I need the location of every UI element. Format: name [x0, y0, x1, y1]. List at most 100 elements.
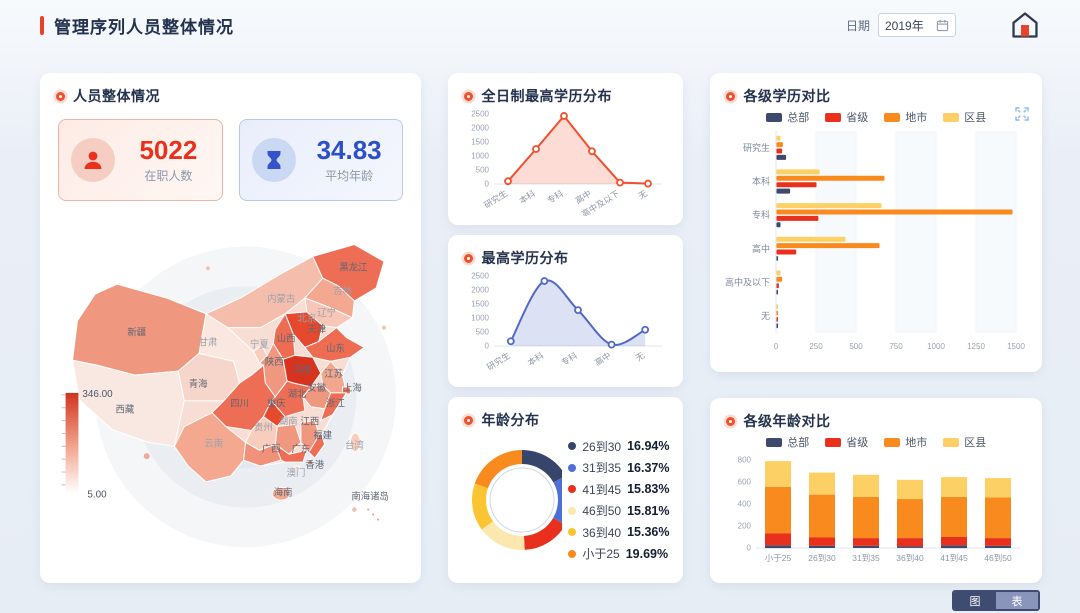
legend-item-总部[interactable]: 总部 — [766, 109, 809, 125]
legend-item-省级[interactable]: 省级 — [825, 434, 868, 450]
svg-text:江苏: 江苏 — [324, 368, 343, 379]
svg-text:46到50: 46到50 — [985, 553, 1013, 563]
legend-item-地市[interactable]: 地市 — [884, 109, 927, 125]
age-by-level-legend: 总部 省级 地市 区县 — [724, 434, 1028, 450]
legend-item-地市[interactable]: 地市 — [884, 434, 927, 450]
panel-education-by-level: 各级学历对比 总部 省级 地市 区县 0 250 500 750 1000 1250 1500 研究… — [710, 73, 1042, 372]
svg-text:安徽: 安徽 — [307, 382, 326, 393]
person-icon — [71, 138, 115, 182]
headcount-value: 5022 — [139, 134, 198, 165]
svg-text:陕西: 陕西 — [265, 356, 284, 367]
section-ring-icon — [464, 91, 474, 101]
title-accent-bar — [40, 15, 44, 35]
map-legend-min: 5.00 — [87, 490, 107, 501]
svg-text:2500: 2500 — [472, 272, 490, 281]
svg-text:1500: 1500 — [1008, 342, 1026, 351]
panel-fulltime-education-title: 全日制最高学历分布 — [481, 88, 612, 104]
age-distribution-legend: 26到30 16.94% 31到35 16.37% 41到45 15.83% 46到50 15… — [568, 438, 669, 563]
date-label: 日期 — [845, 18, 870, 33]
panel-age-by-level-title: 各级年龄对比 — [743, 413, 831, 429]
dashboard-grid: 人员整体情况 5022 在职人数 — [0, 50, 1080, 583]
stat-card-headcount: 5022 在职人数 — [58, 119, 223, 201]
panel-highest-education-title: 最高学历分布 — [481, 250, 569, 266]
svg-text:贵州: 贵州 — [254, 421, 273, 432]
legend-item-总部[interactable]: 总部 — [766, 434, 809, 450]
expand-icon[interactable] — [1015, 107, 1029, 121]
hourglass-icon — [251, 138, 296, 182]
avg-age-label: 平均年龄 — [325, 169, 374, 184]
home-icon — [1012, 12, 1038, 38]
table-view-button[interactable]: 表 — [996, 592, 1038, 609]
svg-text:宁夏: 宁夏 — [250, 338, 269, 349]
legend-item-26到30[interactable]: 26到30 16.94% — [568, 438, 669, 455]
legend-item-36到40[interactable]: 36到40 15.36% — [568, 524, 669, 541]
legend-item-小于25[interactable]: 小于25 19.69% — [568, 545, 669, 562]
svg-text:500: 500 — [850, 342, 864, 351]
svg-text:1250: 1250 — [968, 342, 986, 351]
panel-age-distribution-title: 年龄分布 — [481, 412, 540, 428]
svg-text:26到30: 26到30 — [809, 553, 837, 563]
app-header: 管理序列人员整体情况 日期 2019年 — [0, 0, 1080, 50]
svg-text:36到40: 36到40 — [897, 553, 925, 563]
section-ring-icon — [56, 91, 65, 101]
svg-text:北京: 北京 — [297, 313, 316, 324]
china-map[interactable]: 346.00 5.00 新疆 甘肃 青海 西藏 内蒙古 黑龙江 吉林 辽宁 北京 天津 山西 宁夏 陕西… — [54, 207, 407, 563]
education-by-level-legend: 总部 省级 地市 区县 — [724, 109, 1028, 125]
headcount-label: 在职人数 — [144, 169, 193, 184]
svg-text:200: 200 — [738, 522, 752, 531]
svg-text:研究生: 研究生 — [483, 188, 510, 210]
svg-text:高中: 高中 — [574, 188, 594, 205]
svg-text:本科: 本科 — [526, 350, 546, 368]
svg-text:香港: 香港 — [305, 459, 324, 470]
page-title: 管理序列人员整体情况 — [54, 17, 234, 37]
panel-overview-title: 人员整体情况 — [73, 88, 160, 104]
section-ring-icon — [464, 253, 474, 263]
svg-text:500: 500 — [476, 328, 490, 337]
panel-age-by-level: 各级年龄对比 总部 省级 地市 区县 0 200 400 600 800 小于25 26到30 31… — [710, 398, 1042, 583]
legend-item-区县[interactable]: 区县 — [943, 434, 986, 450]
svg-text:0: 0 — [774, 342, 779, 351]
svg-text:黑龙江: 黑龙江 — [339, 261, 367, 272]
svg-text:41到45: 41到45 — [941, 553, 969, 563]
date-value: 2019年 — [885, 18, 924, 33]
svg-text:澳门: 澳门 — [287, 467, 306, 478]
section-ring-icon — [726, 91, 736, 101]
chart-view-button[interactable]: 图 — [954, 592, 996, 609]
legend-item-41到45[interactable]: 41到45 15.83% — [568, 481, 669, 498]
svg-text:无: 无 — [637, 188, 650, 201]
svg-text:甘肃: 甘肃 — [199, 336, 218, 347]
legend-item-区县[interactable]: 区县 — [943, 109, 986, 125]
svg-text:1000: 1000 — [928, 342, 946, 351]
svg-text:吉林: 吉林 — [333, 285, 352, 296]
age-distribution-donut-chart[interactable] — [462, 434, 563, 566]
svg-text:西藏: 西藏 — [116, 404, 135, 415]
legend-item-省级[interactable]: 省级 — [825, 109, 868, 125]
legend-item-31到35[interactable]: 31到35 16.37% — [568, 459, 669, 476]
section-ring-icon — [464, 415, 474, 425]
calendar-icon[interactable] — [936, 19, 949, 32]
svg-text:0: 0 — [747, 544, 752, 553]
legend-item-46到50[interactable]: 46到50 15.81% — [568, 502, 669, 519]
panel-education-by-level-title: 各级学历对比 — [743, 88, 831, 104]
svg-text:浙江: 浙江 — [326, 398, 345, 409]
svg-text:天津: 天津 — [307, 324, 326, 335]
svg-text:湖南: 湖南 — [279, 416, 298, 427]
svg-text:1000: 1000 — [472, 152, 490, 161]
svg-text:江西: 江西 — [300, 416, 319, 427]
date-input[interactable]: 2019年 — [878, 13, 956, 37]
highest-education-line-chart[interactable]: 0 500 1000 1500 2000 2500 研究生 本科 专科 高中 无 — [462, 268, 668, 378]
svg-text:2000: 2000 — [472, 124, 490, 133]
avg-age-value: 34.83 — [316, 134, 382, 165]
svg-text:高中: 高中 — [752, 243, 770, 254]
svg-text:无: 无 — [761, 311, 770, 321]
svg-text:500: 500 — [476, 166, 490, 175]
svg-text:上海: 上海 — [343, 382, 362, 393]
svg-text:高中: 高中 — [593, 350, 613, 367]
fulltime-education-line-chart[interactable]: 05001000150020002500研究生 本科 专科 高中高中及以下无 — [462, 106, 668, 219]
svg-text:1500: 1500 — [472, 138, 490, 147]
age-by-level-stacked-bar-chart[interactable]: 0 200 400 600 800 小于25 26到30 31到35 36到40 41到45 46到… — [724, 452, 1026, 568]
home-button[interactable] — [1008, 8, 1042, 42]
